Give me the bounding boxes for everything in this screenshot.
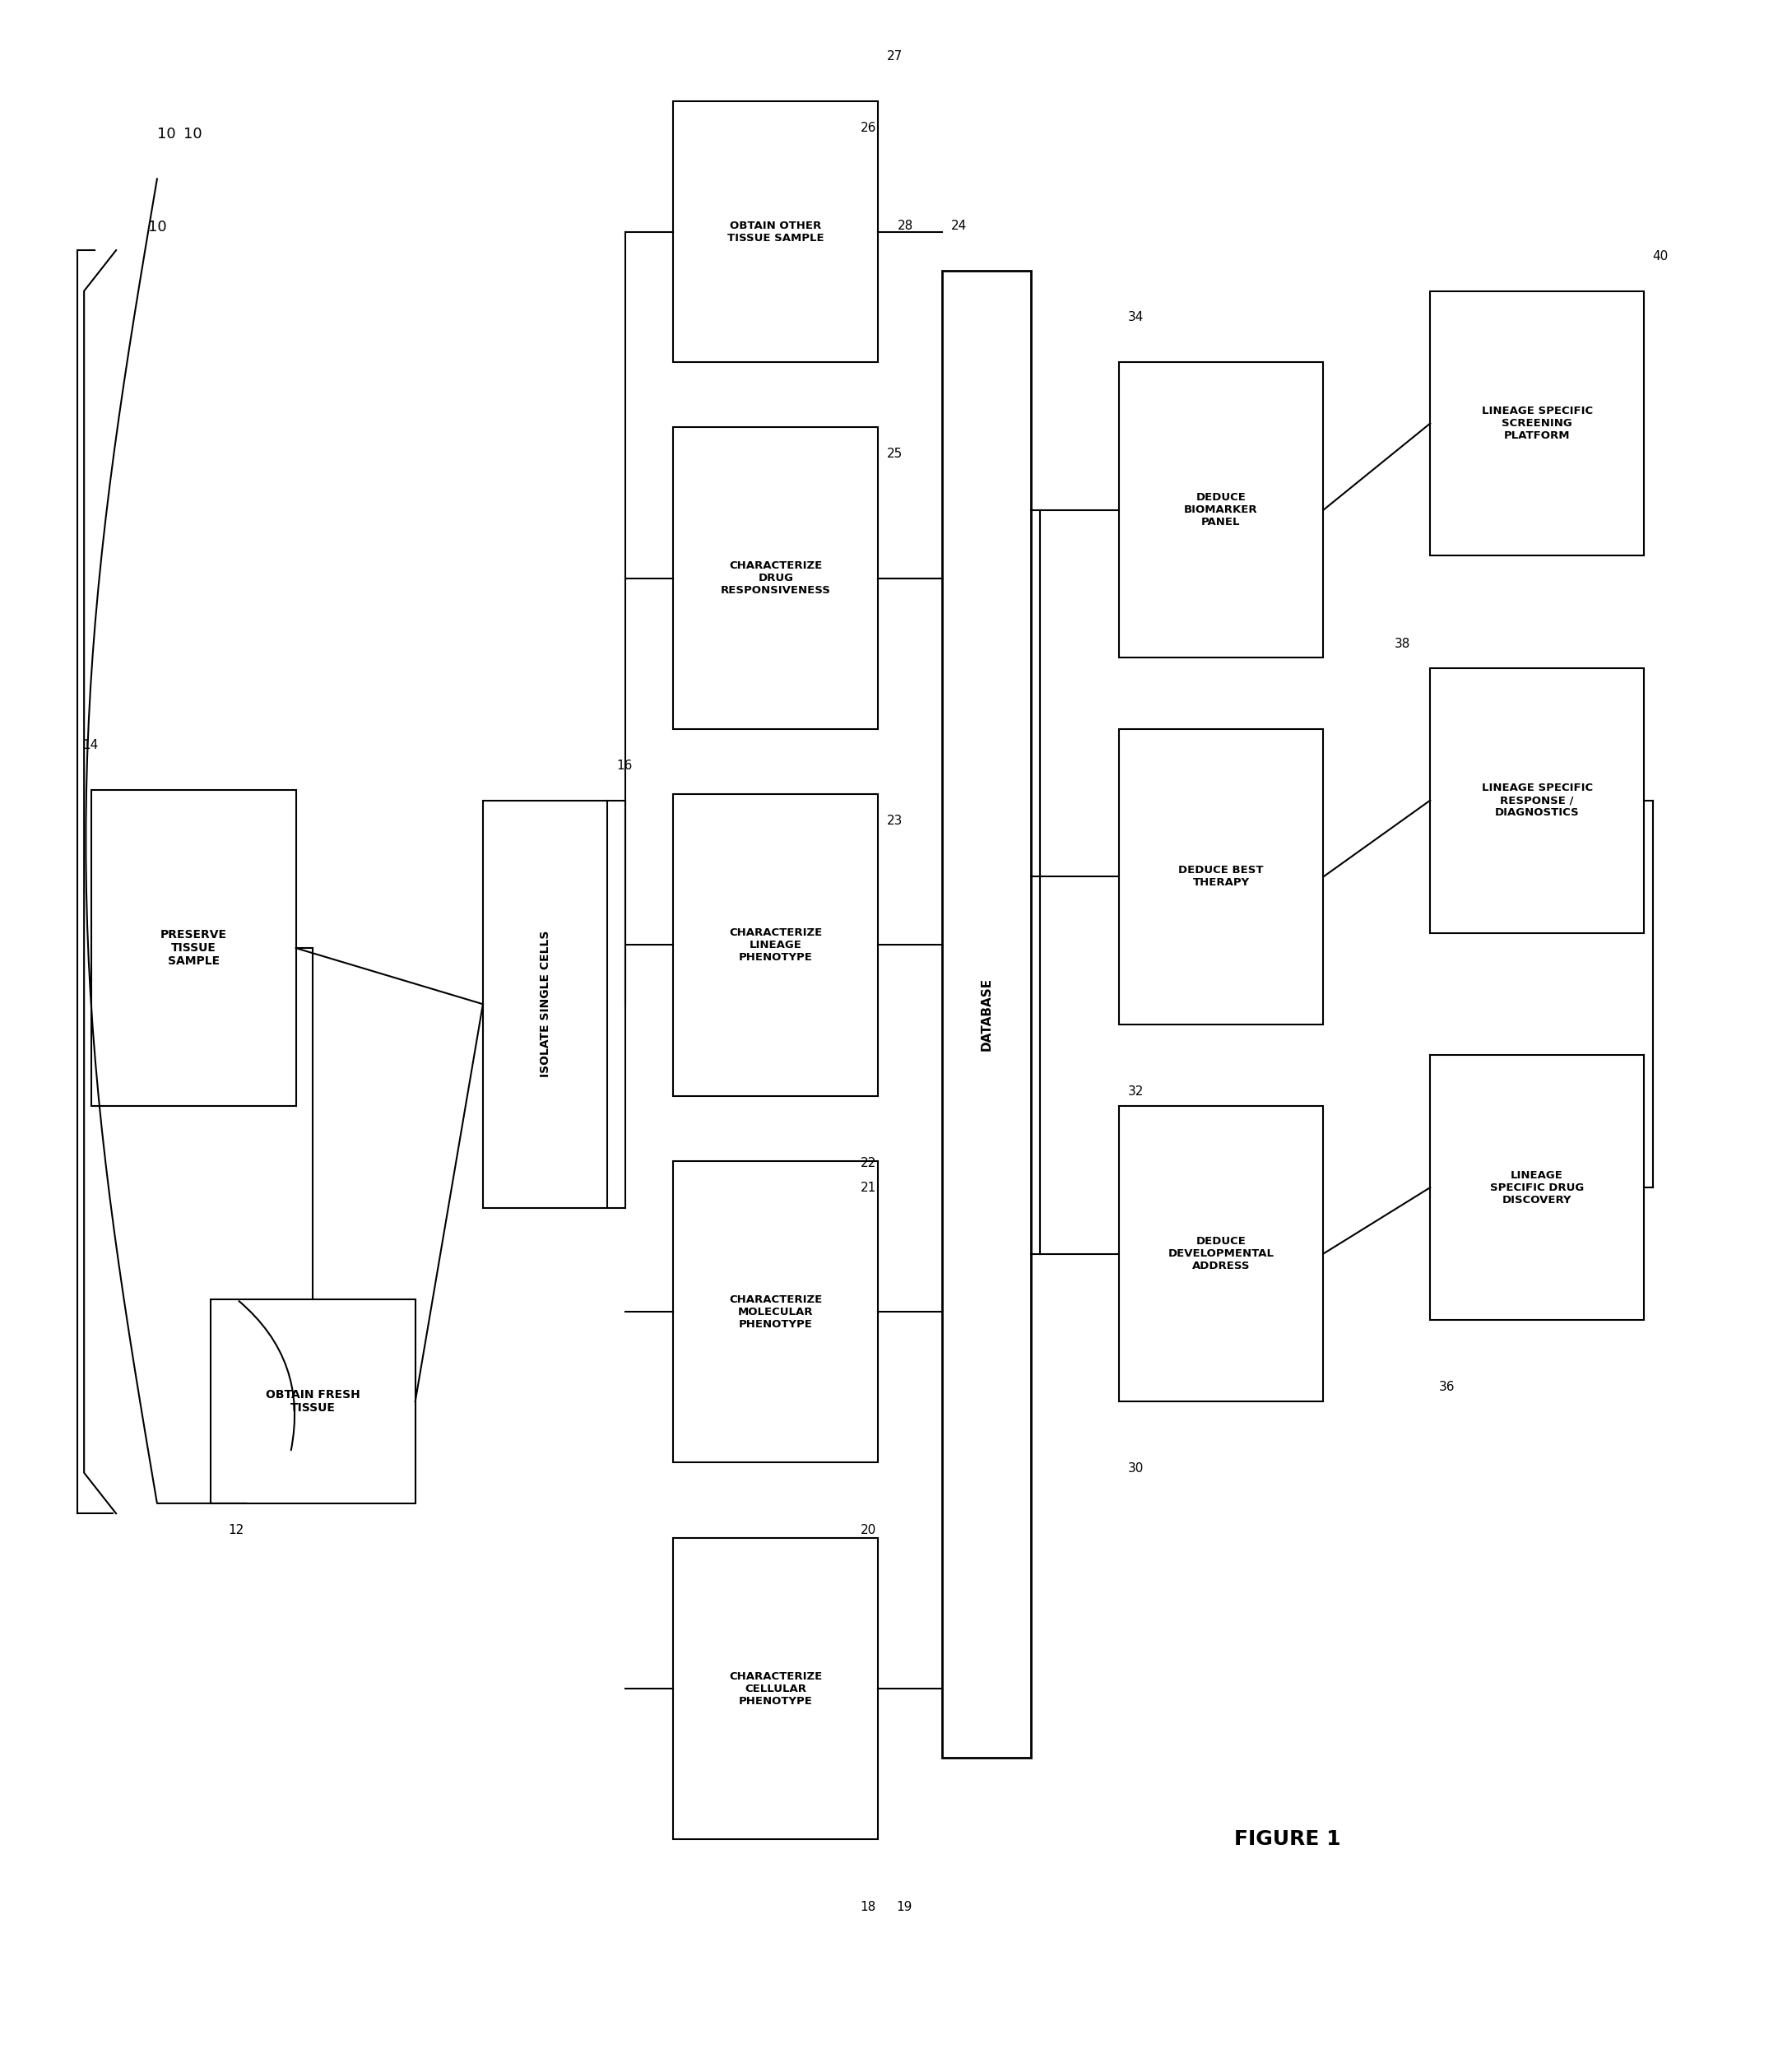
FancyBboxPatch shape bbox=[210, 1299, 416, 1504]
FancyBboxPatch shape bbox=[1430, 668, 1643, 932]
Text: 10: 10 bbox=[158, 127, 176, 141]
Text: 22: 22 bbox=[860, 1158, 876, 1170]
Text: DEDUCE
DEVELOPMENTAL
ADDRESS: DEDUCE DEVELOPMENTAL ADDRESS bbox=[1168, 1236, 1274, 1272]
Text: OBTAIN FRESH
TISSUE: OBTAIN FRESH TISSUE bbox=[265, 1389, 360, 1414]
FancyBboxPatch shape bbox=[674, 1539, 878, 1840]
FancyBboxPatch shape bbox=[482, 801, 607, 1207]
Text: CHARACTERIZE
MOLECULAR
PHENOTYPE: CHARACTERIZE MOLECULAR PHENOTYPE bbox=[729, 1295, 823, 1330]
Text: 30: 30 bbox=[1127, 1463, 1143, 1475]
Text: 28: 28 bbox=[898, 219, 914, 232]
Text: CHARACTERIZE
DRUG
RESPONSIVENESS: CHARACTERIZE DRUG RESPONSIVENESS bbox=[720, 561, 831, 596]
Text: 25: 25 bbox=[887, 449, 903, 461]
Text: OBTAIN OTHER
TISSUE SAMPLE: OBTAIN OTHER TISSUE SAMPLE bbox=[728, 221, 824, 244]
Text: FIGURE 1: FIGURE 1 bbox=[1235, 1830, 1340, 1850]
Text: 12: 12 bbox=[228, 1524, 244, 1537]
Text: 34: 34 bbox=[1127, 311, 1143, 324]
Text: 26: 26 bbox=[860, 121, 876, 133]
FancyBboxPatch shape bbox=[674, 102, 878, 363]
FancyBboxPatch shape bbox=[674, 1162, 878, 1463]
Text: CHARACTERIZE
LINEAGE
PHENOTYPE: CHARACTERIZE LINEAGE PHENOTYPE bbox=[729, 928, 823, 963]
Text: 24: 24 bbox=[952, 219, 968, 232]
Text: 16: 16 bbox=[616, 760, 633, 772]
Text: CHARACTERIZE
CELLULAR
PHENOTYPE: CHARACTERIZE CELLULAR PHENOTYPE bbox=[729, 1672, 823, 1707]
FancyBboxPatch shape bbox=[1118, 363, 1322, 658]
Text: 38: 38 bbox=[1394, 637, 1410, 650]
FancyBboxPatch shape bbox=[91, 791, 296, 1106]
FancyBboxPatch shape bbox=[1430, 291, 1643, 555]
Text: LINEAGE SPECIFIC
SCREENING
PLATFORM: LINEAGE SPECIFIC SCREENING PLATFORM bbox=[1482, 406, 1593, 441]
Text: DATABASE: DATABASE bbox=[980, 977, 993, 1051]
Text: 20: 20 bbox=[860, 1524, 876, 1537]
Text: DEDUCE BEST
THERAPY: DEDUCE BEST THERAPY bbox=[1179, 865, 1263, 889]
Text: 18: 18 bbox=[860, 1901, 876, 1914]
Text: PRESERVE
TISSUE
SAMPLE: PRESERVE TISSUE SAMPLE bbox=[159, 928, 228, 967]
FancyBboxPatch shape bbox=[674, 795, 878, 1096]
Text: 21: 21 bbox=[860, 1182, 876, 1195]
FancyBboxPatch shape bbox=[1118, 1106, 1322, 1402]
Text: 36: 36 bbox=[1439, 1381, 1455, 1393]
Text: 32: 32 bbox=[1127, 1086, 1143, 1098]
FancyBboxPatch shape bbox=[674, 428, 878, 729]
Text: 19: 19 bbox=[896, 1901, 912, 1914]
Text: LINEAGE SPECIFIC
RESPONSE /
DIAGNOSTICS: LINEAGE SPECIFIC RESPONSE / DIAGNOSTICS bbox=[1482, 783, 1593, 818]
Text: LINEAGE
SPECIFIC DRUG
DISCOVERY: LINEAGE SPECIFIC DRUG DISCOVERY bbox=[1489, 1170, 1584, 1205]
Text: 27: 27 bbox=[887, 51, 903, 64]
Text: DEDUCE
BIOMARKER
PANEL: DEDUCE BIOMARKER PANEL bbox=[1185, 492, 1258, 529]
FancyBboxPatch shape bbox=[1430, 1055, 1643, 1320]
FancyBboxPatch shape bbox=[1118, 729, 1322, 1024]
FancyBboxPatch shape bbox=[943, 270, 1032, 1758]
Text: 14: 14 bbox=[82, 740, 99, 752]
Text: 40: 40 bbox=[1652, 250, 1668, 262]
Text: 23: 23 bbox=[887, 816, 903, 828]
Text: ISOLATE SINGLE CELLS: ISOLATE SINGLE CELLS bbox=[539, 930, 550, 1078]
Text: 10: 10 bbox=[149, 219, 167, 234]
Text: 10: 10 bbox=[185, 127, 202, 141]
